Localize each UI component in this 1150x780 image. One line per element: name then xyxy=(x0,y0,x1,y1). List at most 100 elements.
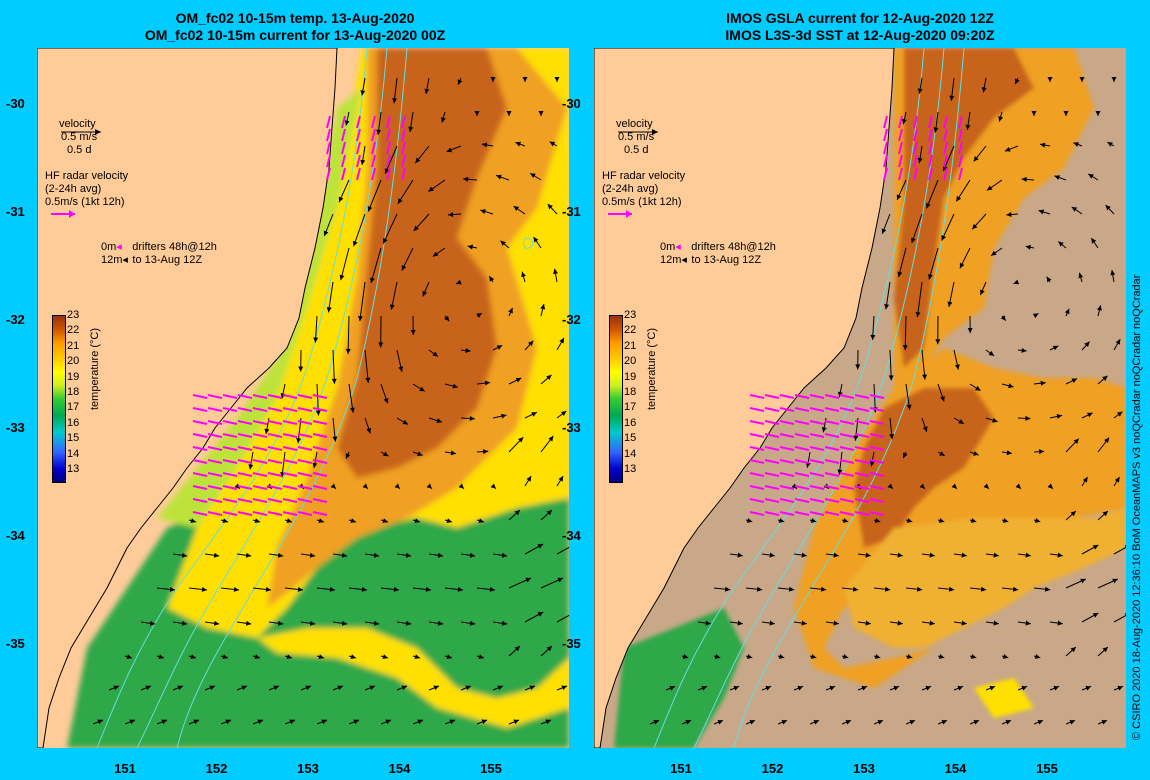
velocity-arrow-head xyxy=(501,620,508,626)
hf-radar-arrow xyxy=(326,167,331,181)
velocity-arrow-head xyxy=(1080,578,1086,584)
x-tick-label: 155 xyxy=(480,761,502,776)
velocity-arrow-head xyxy=(410,329,416,335)
velocity-arrow-head xyxy=(549,141,556,147)
hf-radar-arrow xyxy=(252,394,268,399)
hf-radar-arrow xyxy=(839,511,855,516)
hf-radar-arrow xyxy=(371,115,376,129)
velocity-arrow-head xyxy=(437,620,444,626)
hf-radar-arrow xyxy=(282,407,298,412)
hf-radar-arrow xyxy=(192,446,208,451)
hf-radar-arrow xyxy=(854,511,870,516)
velocity-arrow-head xyxy=(1084,341,1090,348)
hf-radar-arrow xyxy=(252,433,268,438)
velocity-arrow-head xyxy=(329,586,335,592)
hf-radar-arrow xyxy=(749,420,765,425)
velocity-arrow-head xyxy=(337,685,343,691)
velocity-arrow-head xyxy=(358,315,363,322)
hf-radar-arrow xyxy=(297,498,313,503)
colorbar-tick-label: 15 xyxy=(624,432,637,445)
hf-radar-arrow xyxy=(794,459,810,464)
colorbar-tick-label: 22 xyxy=(624,324,637,337)
velocity-arrow-head xyxy=(801,620,807,626)
hf-radar-arrow xyxy=(312,407,328,412)
velocity-arrow-shaft xyxy=(928,247,939,280)
x-tick-label: 152 xyxy=(761,761,784,776)
velocity-arrow-head xyxy=(842,518,849,523)
velocity-legend-right: velocity 0.5 m/s 0.5 d xyxy=(616,118,654,157)
velocity-arrow-head xyxy=(181,620,188,626)
hf-radar-arrow xyxy=(207,485,223,490)
velocity-arrow-head xyxy=(1054,175,1060,180)
velocity-arrow-head xyxy=(1107,142,1113,147)
hf-radar-arrow xyxy=(297,446,313,451)
colorbar-right xyxy=(609,315,623,483)
velocity-arrow-head xyxy=(1082,477,1088,483)
y-tick-label: -30 xyxy=(6,96,25,111)
hf-radar-arrow xyxy=(779,394,795,399)
right-contour-3 xyxy=(733,48,965,748)
x-tick-label: 153 xyxy=(853,761,875,776)
drifters-0m-right: 0m xyxy=(660,241,676,253)
hf-radar-arrow xyxy=(779,485,795,490)
velocity-arrow-head xyxy=(1013,279,1020,285)
hf-radar-arrow xyxy=(824,446,840,451)
velocity-arrow-head xyxy=(938,654,945,659)
velocity-arrow-head xyxy=(497,685,503,691)
hf-radar-arrow xyxy=(282,420,298,425)
velocity-arrow-head xyxy=(1092,613,1099,618)
velocity-arrow-head xyxy=(297,586,303,592)
hf-radar-arrow xyxy=(869,407,885,412)
velocity-arrow-head xyxy=(318,518,325,524)
hf-radar-arrow xyxy=(237,472,253,477)
velocity-arrow-head xyxy=(469,620,476,626)
velocity-arrow-head xyxy=(1034,518,1041,523)
velocity-arrow-head xyxy=(161,719,167,725)
hf-radar-arrow xyxy=(401,115,406,129)
right-contour-2 xyxy=(693,48,945,748)
velocity-arrow-head xyxy=(961,552,967,558)
hf-radar-arrow xyxy=(282,485,298,490)
colorbar-tick-label: 14 xyxy=(67,447,80,460)
hf-radar-arrow xyxy=(267,498,283,503)
velocity-arrow-head xyxy=(417,451,423,457)
velocity-arrow-head xyxy=(341,552,348,558)
y-tick-label: -35 xyxy=(6,636,25,651)
velocity-arrow-head xyxy=(1102,511,1108,517)
hf-radar-arrow xyxy=(222,472,238,477)
y-tick-label: -34 xyxy=(6,528,25,543)
velocity-arrow-head xyxy=(548,435,554,442)
hf-radar-arrow xyxy=(898,141,903,155)
hf-radar-arrow xyxy=(824,472,840,477)
velocity-arrow-head xyxy=(286,518,293,524)
hf-radar-arrow xyxy=(282,511,298,516)
hf-radar-arrow xyxy=(326,154,331,168)
velocity-arrow-shaft xyxy=(316,383,319,416)
velocity-arrow-head xyxy=(452,383,458,389)
hf-radar-arrow xyxy=(824,420,840,425)
hf-radar-arrow xyxy=(222,459,238,464)
velocity-arrow-head xyxy=(746,518,753,523)
velocity-arrow-shaft xyxy=(340,247,350,281)
hf-radar-arrow xyxy=(207,446,223,451)
colorbar-tick-label: 23 xyxy=(67,309,80,321)
hf-radar-arrow xyxy=(297,420,313,425)
velocity-arrow-head xyxy=(545,719,551,725)
velocity-arrow-head xyxy=(911,237,916,244)
velocity-arrow-head xyxy=(1101,719,1107,725)
hf-radar-arrow xyxy=(341,167,346,181)
velocity-arrow-head xyxy=(408,126,414,132)
hf-radar-arrow xyxy=(794,407,810,412)
velocity-arrow-head xyxy=(489,586,495,592)
left-contour-3 xyxy=(176,48,408,748)
velocity-arrow-head xyxy=(415,157,421,164)
hf-radar-arrow xyxy=(252,511,268,516)
hf-radar-arrow xyxy=(282,459,298,464)
velocity-arrow-head xyxy=(201,586,207,592)
velocity-arrow-head xyxy=(257,719,263,725)
velocity-arrow-head xyxy=(378,342,384,348)
hf-radar-arrow xyxy=(764,433,780,438)
velocity-arrow-head xyxy=(145,685,151,691)
velocity-arrow-head xyxy=(1057,620,1063,626)
velocity-arrow-head xyxy=(533,236,539,243)
